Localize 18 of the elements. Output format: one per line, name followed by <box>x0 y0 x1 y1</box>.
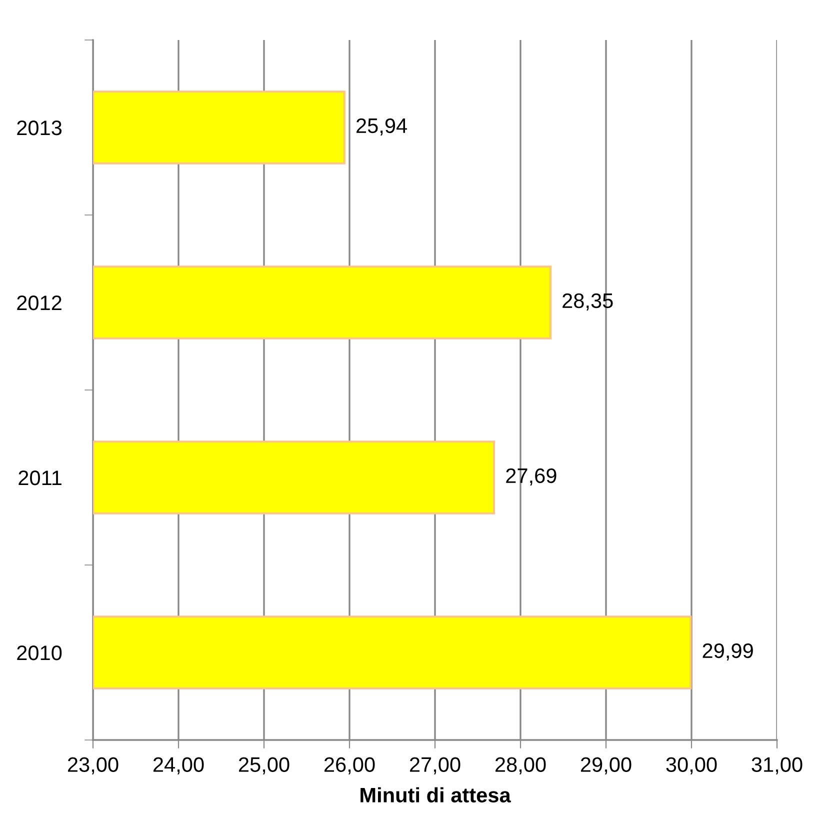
x-tick-label: 26,00 <box>324 757 375 774</box>
x-tick-label: 31,00 <box>752 757 802 774</box>
x-tick-label: 29,00 <box>580 757 632 774</box>
y-tick-label: 2013 <box>17 120 62 136</box>
x-tick-label: 23,00 <box>68 757 118 774</box>
x-tick-label: 30,00 <box>666 757 717 774</box>
data-label: 29,99 <box>702 643 753 661</box>
y-tick-label: 2012 <box>17 296 62 310</box>
data-label: 25,94 <box>356 118 408 136</box>
data-label: 27,69 <box>506 468 556 486</box>
data-label: 28,35 <box>562 293 613 311</box>
x-tick-label: 27,00 <box>410 757 460 774</box>
x-axis-title: Minuti di attesa <box>360 787 511 802</box>
y-tick-label: 2011 <box>18 470 62 486</box>
x-tick-label: 24,00 <box>153 757 204 774</box>
y-tick-label: 2010 <box>17 646 62 660</box>
x-tick-label: 25,00 <box>238 757 290 774</box>
x-tick-label: 28,00 <box>495 757 546 774</box>
